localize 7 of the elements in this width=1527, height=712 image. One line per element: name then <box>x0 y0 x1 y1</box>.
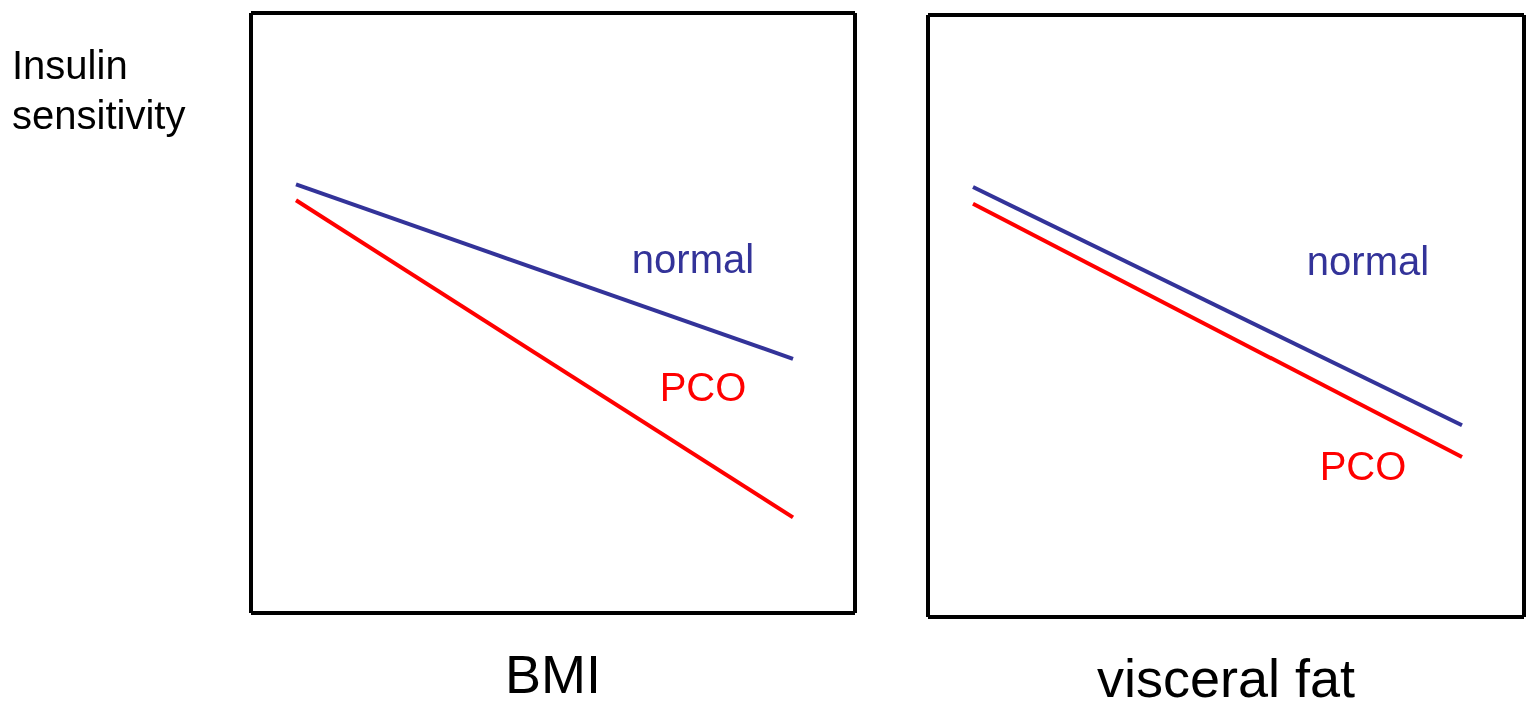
series-label: PCO <box>1319 444 1407 489</box>
y-axis-title: Insulin sensitivity <box>12 42 187 139</box>
series-label: normal <box>631 236 755 281</box>
x-axis-title: visceral fat <box>1095 648 1357 708</box>
series-label: normal <box>1306 239 1430 284</box>
x-axis-title: BMI <box>504 644 602 704</box>
series-label: PCO <box>659 365 747 410</box>
